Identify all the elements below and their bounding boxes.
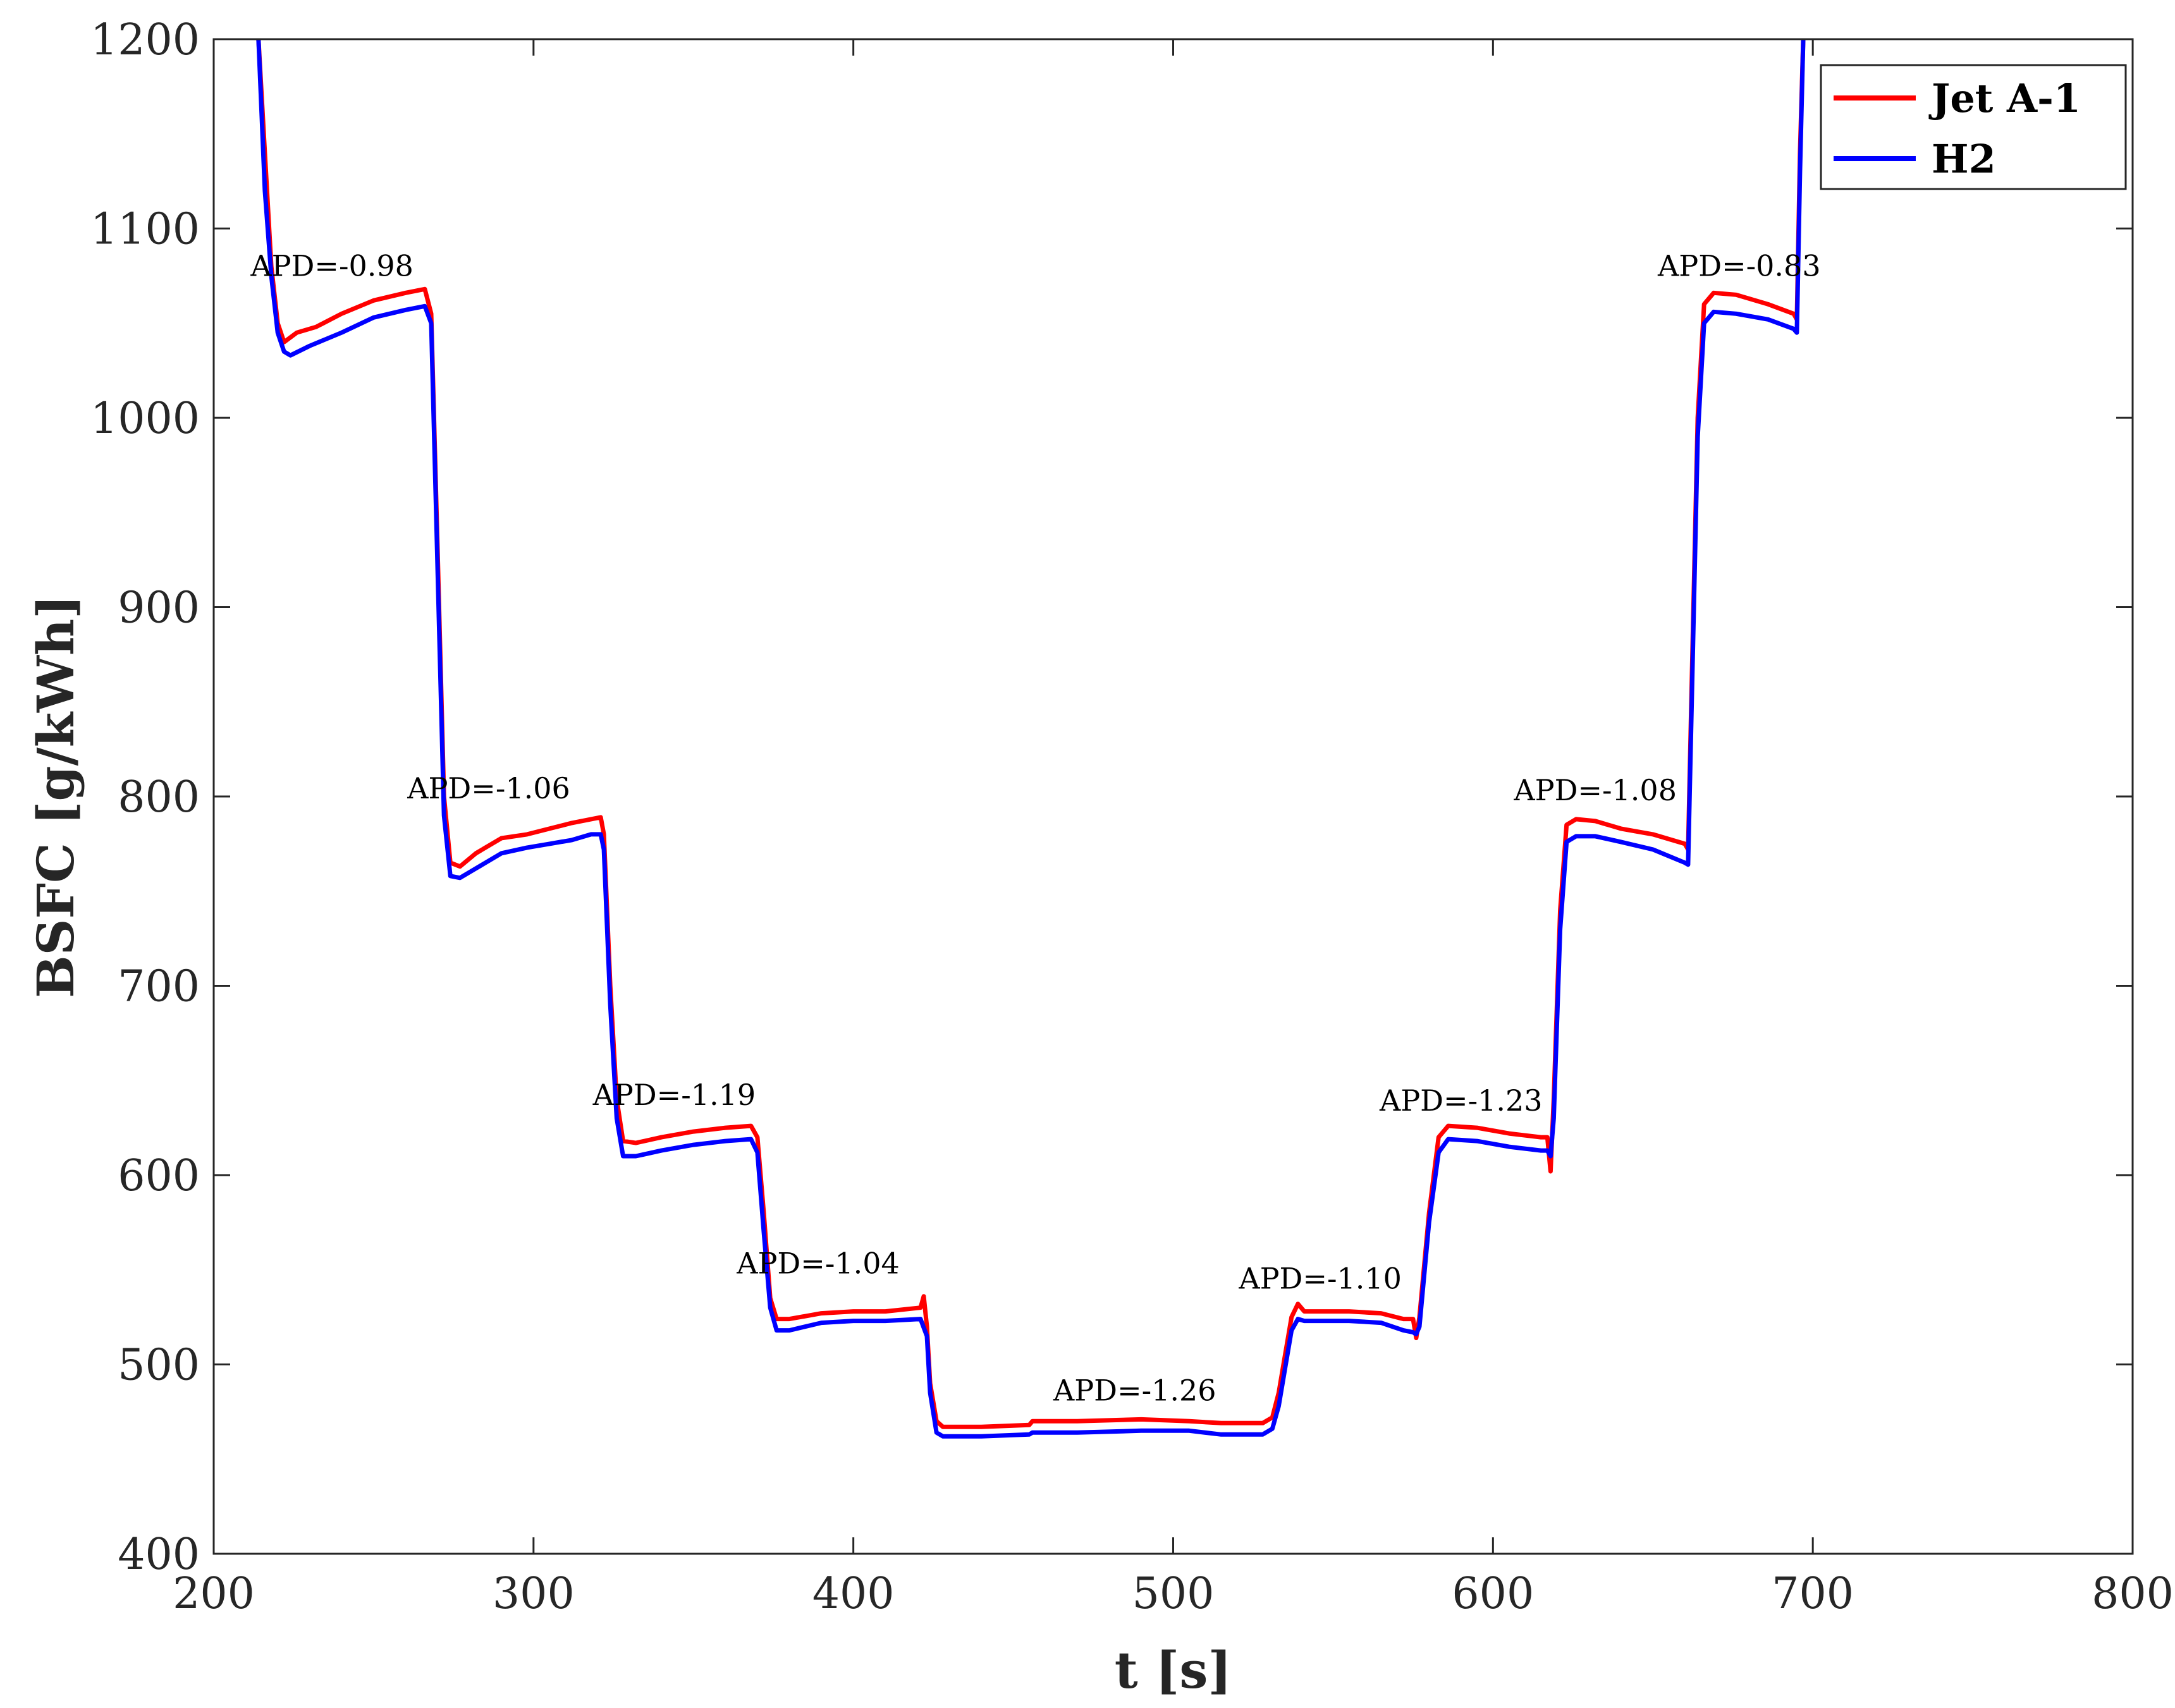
apd-annotation: APD=-1.26 — [1053, 1373, 1216, 1407]
x-tick-label: 600 — [1452, 1569, 1534, 1619]
x-tick-label: 700 — [1772, 1569, 1854, 1619]
apd-annotation: APD=-1.04 — [736, 1247, 900, 1281]
x-tick-label: 800 — [2092, 1569, 2174, 1619]
x-tick-label: 200 — [173, 1569, 255, 1619]
y-tick-label: 500 — [118, 1341, 200, 1391]
annotation-layer: APD=-0.98 APD=-1.06 APD=-1.19 APD=-1.04 APD=… — [250, 248, 1820, 1407]
x-axis-label: t [s] — [1115, 1640, 1232, 1700]
series-line-jet-a1 — [256, 39, 1806, 1429]
y-tick-label: 1100 — [90, 205, 200, 255]
legend-label-h2: H2 — [1932, 136, 1996, 182]
apd-annotation: APD=-0.83 — [1657, 248, 1821, 283]
y-tick-label: 600 — [118, 1151, 200, 1201]
y-tick-label: 700 — [118, 962, 200, 1012]
legend: Jet A-1 H2 — [1820, 64, 2127, 190]
series-layer — [256, 39, 1806, 1439]
y-tick-label: 1200 — [90, 15, 200, 65]
apd-annotation: APD=-1.06 — [407, 771, 570, 805]
x-tick-label: 300 — [493, 1569, 575, 1619]
x-tick-label: 400 — [812, 1569, 895, 1619]
series-line-h2 — [256, 39, 1806, 1439]
apd-annotation: APD=-1.08 — [1513, 773, 1677, 807]
apd-annotation: APD=-1.19 — [592, 1078, 756, 1112]
y-tick-label: 1000 — [90, 394, 200, 444]
y-axis-label: BSFC [g/kWh] — [26, 595, 85, 998]
legend-label-jet-a1: Jet A-1 — [1928, 75, 2081, 121]
apd-annotation: APD=-1.10 — [1238, 1262, 1402, 1296]
tick-layer: 200 300 400 500 600 700 800 400 500 600 700 800 900 1… — [90, 15, 2174, 1619]
apd-annotation: APD=-1.23 — [1379, 1083, 1543, 1118]
y-tick-label: 900 — [118, 583, 200, 633]
apd-annotation: APD=-0.98 — [250, 248, 414, 283]
y-tick-label: 800 — [118, 772, 200, 822]
y-tick-label: 400 — [118, 1530, 200, 1580]
legend-box — [1820, 64, 2127, 190]
x-tick-label: 500 — [1132, 1569, 1215, 1619]
